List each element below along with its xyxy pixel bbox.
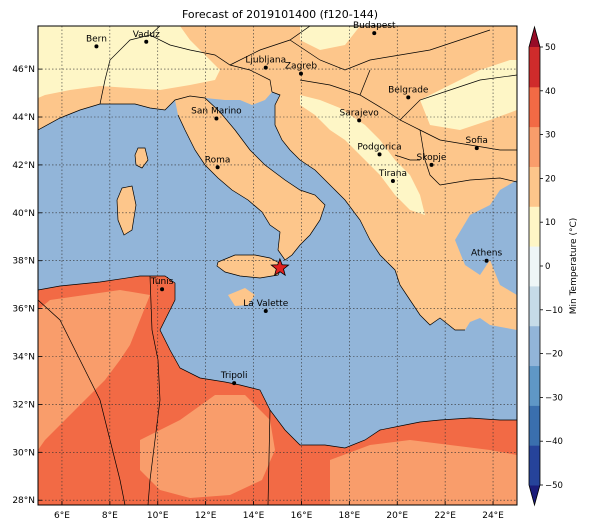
colorbar-tick-label: −30 — [545, 393, 563, 403]
y-tick-label: 40°N — [12, 209, 35, 219]
map-frame — [37, 25, 518, 506]
longitude-axis: 6°E 8°E 10°E 12°E 14°E 16°E 18°E 20°E 22°E 24°E — [54, 501, 504, 521]
y-tick-label: 36°N — [12, 305, 35, 315]
colorbar-segment — [529, 86, 540, 128]
city-label: Sarajevo — [340, 108, 380, 118]
x-tick-label: 14°E — [243, 511, 265, 521]
x-tick-label: 20°E — [386, 511, 408, 521]
y-tick-label: 34°N — [12, 353, 35, 363]
y-tick-label: 30°N — [12, 448, 35, 458]
colorbar-segment — [529, 47, 540, 88]
city-label: Tripoli — [220, 371, 248, 381]
city-dot — [94, 44, 99, 49]
y-tick-label: 38°N — [12, 257, 35, 267]
colorbar-segment — [529, 365, 540, 406]
city-label: Zagreb — [285, 62, 317, 72]
colorbar-tick-label: 40 — [545, 87, 556, 97]
colorbar-tick-label: −50 — [545, 481, 563, 491]
city-label: La Valette — [243, 299, 288, 309]
colorbar-tick-label: −10 — [545, 306, 563, 316]
colorbar-tick-label: 0 — [545, 262, 550, 272]
colorbar-segment — [529, 405, 540, 446]
city-dot — [357, 118, 362, 123]
x-tick-label: 8°E — [102, 511, 118, 521]
colorbar-segment — [529, 445, 540, 486]
x-tick-label: 10°E — [147, 511, 169, 521]
city-dot — [474, 146, 479, 151]
colorbar: −50 −40 −30 −20 −10 0 10 20 30 40 50 — [528, 25, 563, 507]
country-borders — [38, 26, 517, 505]
forecast-location-marker — [270, 257, 290, 277]
star-icon — [270, 257, 290, 277]
city-dot — [263, 65, 268, 70]
city-label: Sofia — [466, 136, 488, 146]
colorbar-extend-max — [529, 27, 540, 47]
x-tick-label: 22°E — [434, 511, 456, 521]
colorbar-segment — [529, 285, 540, 327]
city-dot — [298, 71, 303, 76]
x-tick-label: 12°E — [195, 511, 217, 521]
map-area — [38, 26, 517, 505]
x-tick-label: 6°E — [54, 511, 70, 521]
city-dot — [232, 381, 237, 386]
city-label: Roma — [205, 155, 231, 165]
city-label: Athens — [471, 249, 502, 259]
colorbar-tick-label: −20 — [545, 350, 563, 360]
city-dot — [144, 39, 149, 44]
colorbar-tick-label: 30 — [545, 131, 556, 141]
colorbar-tick-label: 50 — [545, 43, 556, 53]
colorbar-tick-label: −40 — [545, 437, 563, 447]
x-tick-label: 16°E — [291, 511, 313, 521]
colorbar-tick-label: 10 — [545, 218, 556, 228]
city-label: San Marino — [191, 106, 242, 116]
city-label: Budapest — [353, 21, 396, 31]
city-dot — [214, 116, 219, 121]
city-dot — [390, 178, 395, 183]
city-dot — [215, 165, 220, 170]
y-tick-label: 46°N — [12, 65, 35, 75]
colorbar-label: Min Temperature (°C) — [569, 218, 579, 315]
city-dot — [372, 31, 377, 36]
colorbar-segment — [529, 126, 540, 167]
city-label: Belgrade — [388, 85, 429, 95]
city-label: Vaduz — [133, 30, 160, 40]
colorbar-tick-label: 20 — [545, 174, 556, 184]
city-dot — [263, 309, 268, 314]
city-label: Podgorica — [357, 142, 401, 152]
colorbar-segment — [529, 166, 540, 207]
city-dot — [429, 162, 434, 167]
city-label: Bern — [86, 34, 107, 44]
x-tick-label: 18°E — [339, 511, 361, 521]
colorbar-segment — [529, 246, 540, 287]
y-tick-label: 42°N — [12, 161, 35, 171]
figure-title: Forecast of 2019101400 (f120-144) — [182, 8, 378, 21]
city-dot — [406, 95, 411, 100]
colorbar-segment — [529, 206, 540, 247]
city-label: Ljubljana — [245, 56, 286, 66]
latitude-axis: 28°N 30°N 32°N 34°N 36°N 38°N 40°N 42°N 44°N 46°N — [12, 65, 42, 506]
y-tick-label: 44°N — [12, 113, 35, 123]
city-label: Skopje — [417, 153, 447, 163]
city-dot — [377, 152, 382, 157]
colorbar-segment — [529, 325, 540, 367]
x-tick-label: 24°E — [482, 511, 504, 521]
y-tick-label: 28°N — [12, 496, 35, 506]
grid-lines — [38, 26, 517, 505]
city-label: Tirana — [378, 169, 407, 179]
city-dot — [484, 258, 489, 263]
colorbar-extend-min — [529, 485, 540, 505]
city-dot — [160, 287, 165, 292]
y-tick-label: 32°N — [12, 400, 35, 410]
city-label: Tunis — [150, 277, 174, 287]
